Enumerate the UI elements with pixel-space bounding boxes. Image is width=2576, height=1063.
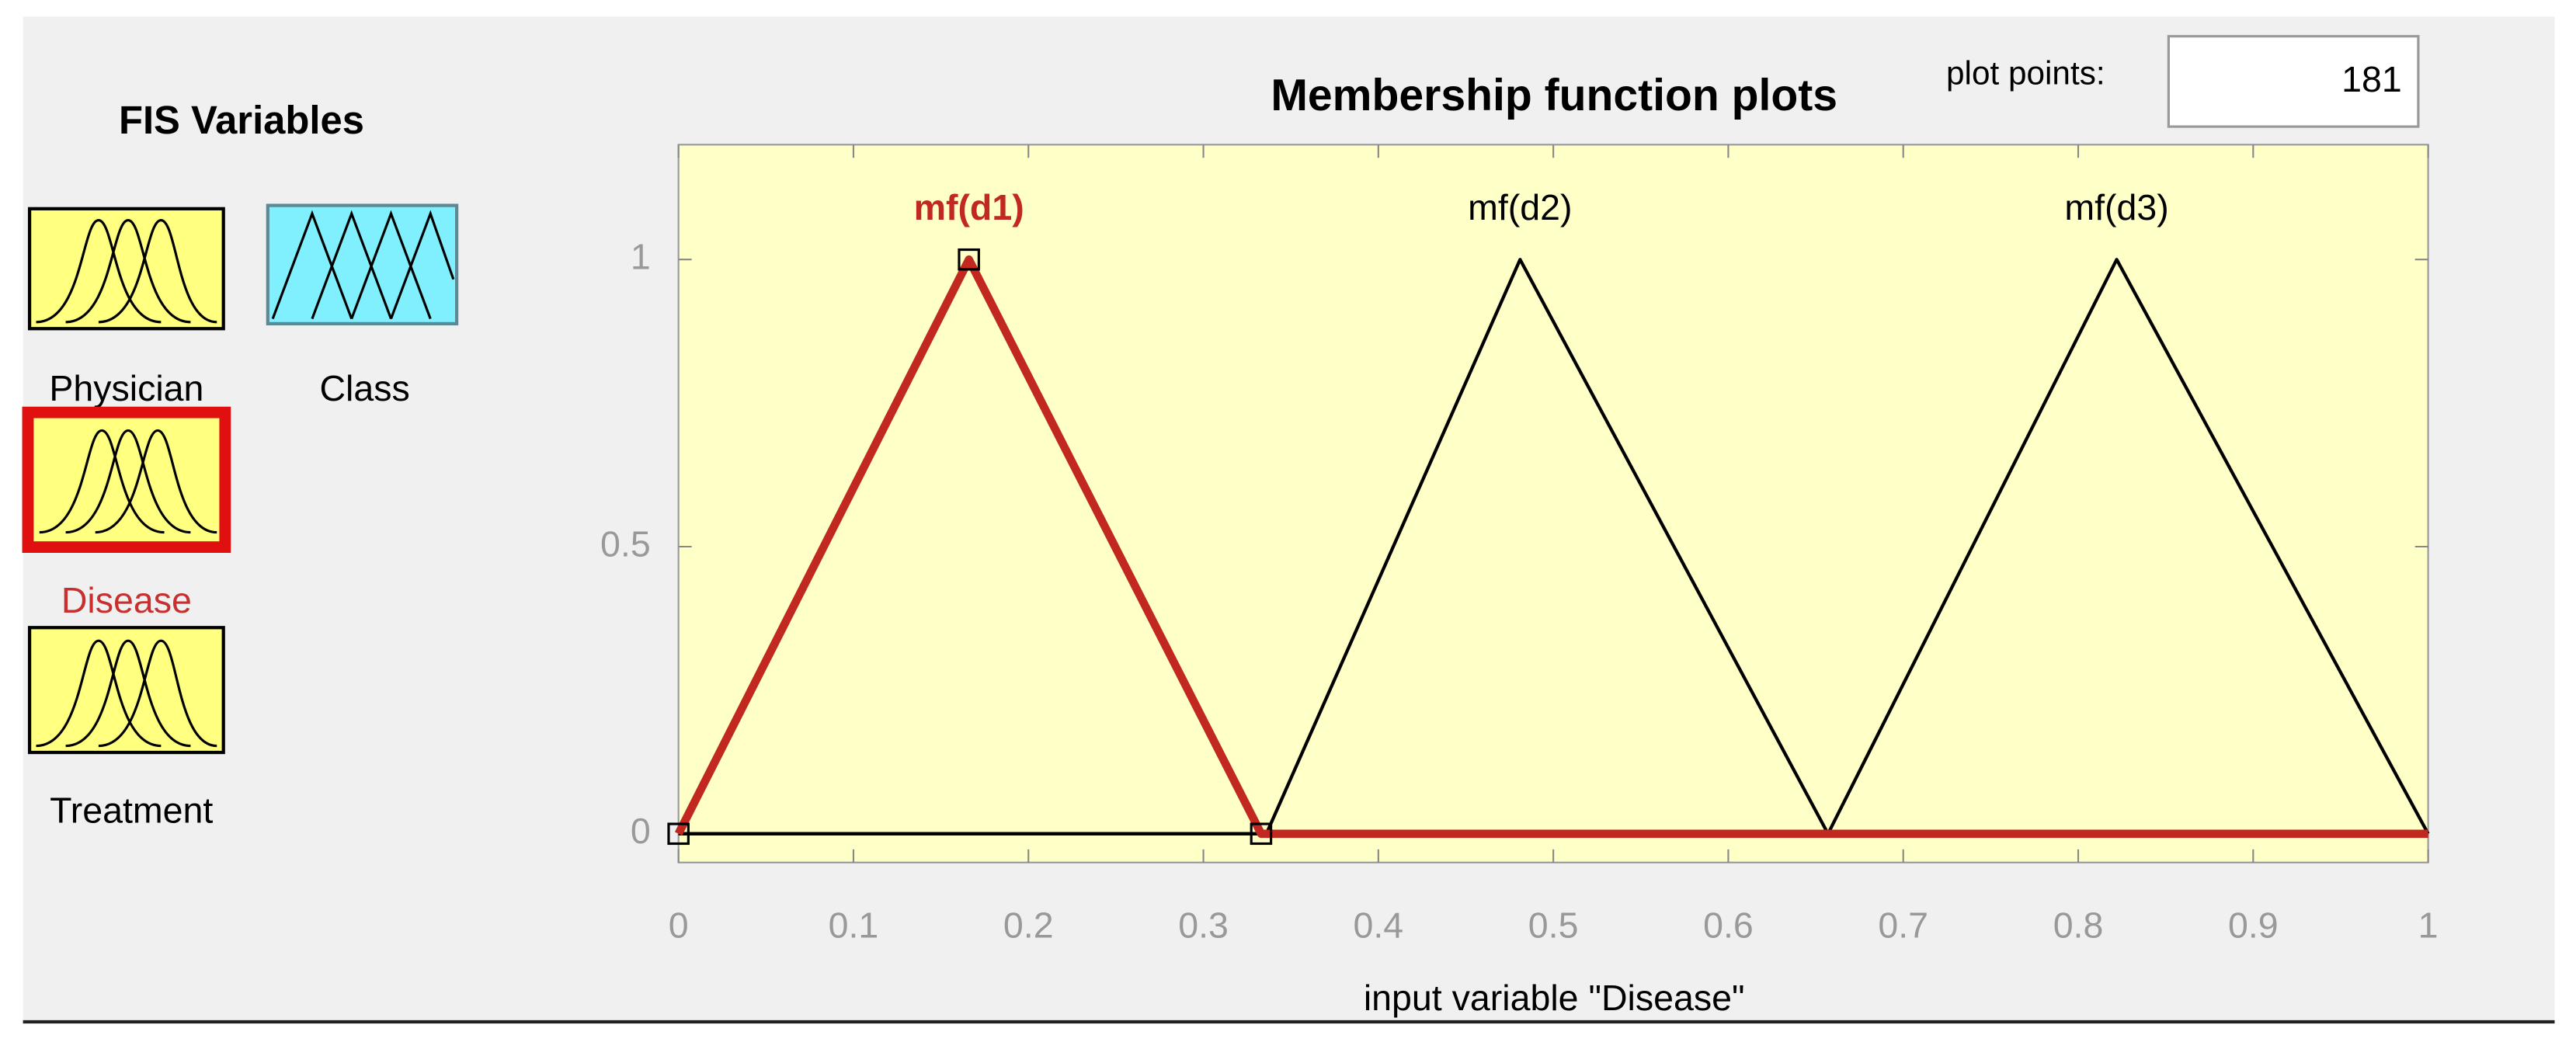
x-axis-label: input variable "Disease" xyxy=(1364,978,1745,1018)
icon-curves xyxy=(36,219,217,324)
plot: 0 0.1 0.2 0.3 0.4 0.5 0.6 0.7 0.8 0.9 1 0 0.5 1 mf(d2)… xyxy=(600,144,2439,946)
membership-function xyxy=(678,258,2430,835)
plot-points-input[interactable] xyxy=(2167,35,2420,128)
vertex-handle xyxy=(667,822,690,846)
icon-curves xyxy=(39,429,217,534)
x-tick-label: 0.3 xyxy=(1178,905,1229,946)
mf-label: mf(d2) xyxy=(1468,187,1572,228)
plot-points-label: plot points: xyxy=(1946,55,2105,92)
x-tick-label: 0.2 xyxy=(1003,905,1054,946)
x-tick-label: 0.9 xyxy=(2228,905,2279,946)
x-tick-label: 1 xyxy=(2418,905,2439,946)
variable-label: Disease xyxy=(61,580,192,620)
icon-curves xyxy=(271,210,455,320)
x-tick-label: 0.7 xyxy=(1878,905,1928,946)
y-tick-label: 1 xyxy=(631,237,651,277)
x-tick-label: 0.8 xyxy=(2053,905,2104,946)
mf-label: mf(d1) xyxy=(914,187,1024,228)
plot-area xyxy=(677,144,2429,863)
y-tick-label: 0 xyxy=(631,811,651,851)
variable-label: Physician xyxy=(49,368,203,408)
icon-curves xyxy=(36,639,217,748)
variable-icon[interactable]: Disease xyxy=(22,406,231,620)
variable-icon[interactable]: Class xyxy=(266,203,459,408)
variable-label: Treatment xyxy=(50,790,213,831)
plot-points-value: 181 xyxy=(2341,59,2402,99)
x-tick-label: 0.4 xyxy=(1354,905,1404,946)
x-tick-label: 0.5 xyxy=(1528,905,1579,946)
variable-label: Class xyxy=(319,368,409,408)
icon-box xyxy=(266,203,459,326)
mf-label: mf(d3) xyxy=(2064,187,2168,228)
membership-function xyxy=(674,255,2428,839)
vertex-handle xyxy=(958,248,980,271)
panel-title: FIS Variables xyxy=(119,98,364,142)
y-tick-label: 0.5 xyxy=(600,523,651,564)
vertex-handle xyxy=(1250,822,1273,846)
variable-icon[interactable]: Treatment xyxy=(27,626,225,831)
chart-title: Membership function plots xyxy=(1271,71,1837,120)
x-tick-label: 0.1 xyxy=(829,905,879,946)
x-tick-label: 0 xyxy=(669,905,689,946)
x-tick-label: 0.6 xyxy=(1703,905,1754,946)
variable-icon[interactable]: Physician xyxy=(27,207,225,408)
